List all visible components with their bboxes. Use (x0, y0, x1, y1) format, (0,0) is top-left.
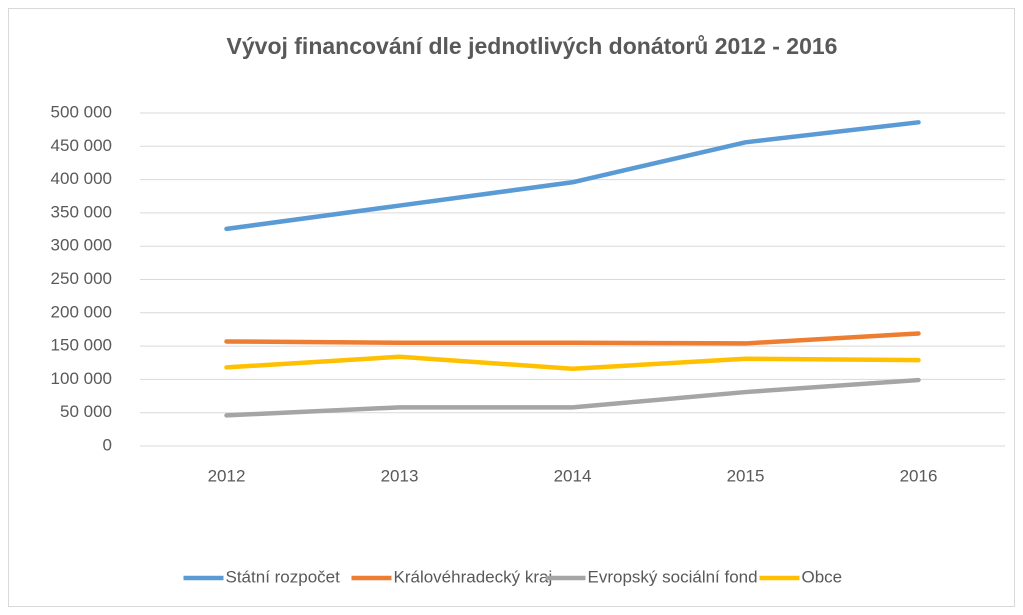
chart-border (8, 8, 1015, 607)
legend-label: Evropský sociální fond (588, 567, 758, 586)
legend-label: Královéhradecký kraj (394, 567, 553, 586)
series-line (224, 354, 921, 371)
series-line (224, 377, 921, 418)
y-tick-label: 300 000 (51, 236, 112, 255)
y-tick-label: 150 000 (51, 336, 112, 355)
series-line (224, 331, 921, 346)
x-tick-label: 2016 (900, 466, 938, 485)
y-tick-label: 100 000 (51, 369, 112, 388)
x-tick-label: 2012 (208, 466, 246, 485)
y-tick-label: 250 000 (51, 269, 112, 288)
y-tick-label: 400 000 (51, 169, 112, 188)
y-tick-label: 50 000 (60, 402, 112, 421)
x-tick-label: 2015 (727, 466, 765, 485)
y-tick-label: 500 000 (51, 102, 112, 121)
legend-label: Státní rozpočet (226, 567, 341, 586)
y-tick-label: 450 000 (51, 136, 112, 155)
legend-label: Obce (802, 567, 843, 586)
y-tick-label: 0 (103, 435, 112, 454)
y-tick-label: 200 000 (51, 302, 112, 321)
x-tick-label: 2013 (381, 466, 419, 485)
chart-title: Vývoj financování dle jednotlivých donát… (227, 33, 838, 59)
series-line (224, 120, 921, 232)
x-tick-label: 2014 (554, 466, 592, 485)
y-tick-label: 350 000 (51, 202, 112, 221)
